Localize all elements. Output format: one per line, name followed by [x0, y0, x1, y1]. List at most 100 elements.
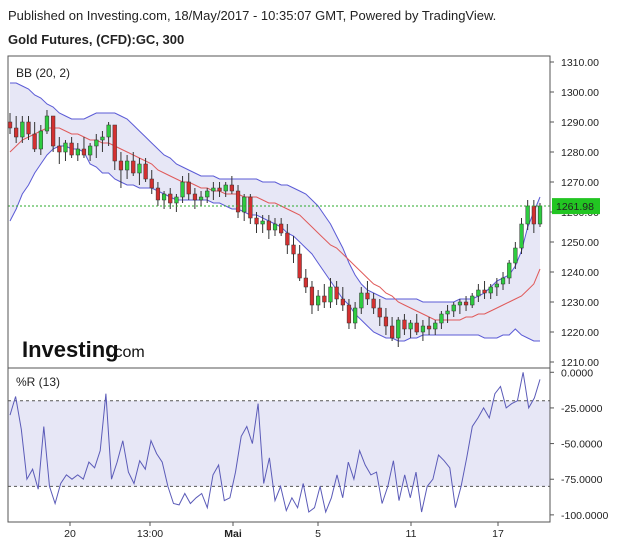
- candle-body: [451, 304, 456, 312]
- candle: [291, 236, 296, 263]
- x-tick-label: 17: [492, 528, 504, 540]
- candle: [390, 317, 395, 341]
- candle: [186, 173, 191, 200]
- candle-body: [186, 181, 191, 195]
- candle-body: [242, 196, 247, 213]
- x-tick-label: Mai: [224, 528, 242, 540]
- logo-suffix: .com: [110, 344, 145, 361]
- candle: [32, 122, 37, 152]
- candle-body: [476, 289, 481, 297]
- price-tick-label: 1220.00: [561, 327, 599, 339]
- candle-body: [463, 301, 469, 306]
- candle: [525, 200, 530, 230]
- candle: [420, 320, 426, 341]
- candle: [470, 293, 475, 308]
- candle-body: [211, 187, 216, 192]
- candle-body: [254, 217, 259, 225]
- candle: [519, 218, 524, 254]
- candle-body: [7, 121, 13, 129]
- candle-body: [118, 160, 124, 171]
- candle: [63, 140, 68, 161]
- candle: [131, 152, 136, 176]
- candle-body: [248, 196, 253, 219]
- candle-body: [223, 184, 228, 192]
- candle: [272, 218, 278, 236]
- published-caption: Published on Investing.com, 18/May/2017 …: [8, 8, 497, 23]
- candle-body: [168, 193, 173, 204]
- candle: [402, 314, 407, 335]
- candle-body: [322, 295, 327, 303]
- candle: [100, 131, 105, 152]
- x-tick-label: 13:00: [137, 528, 163, 540]
- candle-body: [408, 322, 413, 330]
- candle: [463, 296, 469, 311]
- x-tick-label: 11: [406, 528, 417, 540]
- price-tick-label: 1210.00: [561, 357, 599, 369]
- candle: [51, 115, 56, 152]
- candle-body: [537, 205, 543, 225]
- price-tick-label: 1310.00: [561, 57, 599, 69]
- price-tick-label: 1270.00: [561, 177, 599, 189]
- candle-body: [57, 145, 62, 153]
- candle: [223, 182, 228, 197]
- candle: [57, 137, 62, 164]
- candle: [359, 287, 364, 314]
- candle-body: [51, 115, 56, 147]
- price-tick-label: 1300.00: [561, 87, 599, 99]
- candle-body: [81, 148, 87, 156]
- candle-body: [235, 190, 241, 213]
- wr-tick-label: -100.0000: [561, 510, 608, 522]
- candle: [81, 137, 87, 158]
- candle-body: [507, 262, 512, 279]
- investing-logo: Investing .com: [22, 337, 145, 362]
- wr-range-fill: [8, 400, 550, 487]
- candle-body: [149, 178, 154, 189]
- candle: [211, 182, 216, 200]
- candle-body: [309, 286, 315, 306]
- candle-body: [63, 142, 68, 153]
- candle-body: [433, 322, 438, 330]
- candle-body: [390, 325, 395, 339]
- chart-frame: [7, 55, 551, 523]
- candle: [488, 284, 493, 299]
- candle: [174, 194, 179, 212]
- candle-body: [500, 277, 506, 285]
- candle: [346, 299, 352, 329]
- candle-body: [143, 163, 148, 180]
- candle: [242, 194, 247, 221]
- candle: [192, 188, 198, 209]
- candle-body: [26, 121, 31, 135]
- candle: [353, 302, 358, 329]
- wr-tick-label: -25.0000: [561, 403, 603, 415]
- x-tick-label: 5: [315, 528, 321, 540]
- wr-indicator-label: %R (13): [16, 375, 60, 389]
- wr-tick-label: -50.0000: [561, 439, 603, 451]
- candle: [180, 176, 185, 203]
- candle: [75, 143, 80, 161]
- wr-tick-label: -75.0000: [561, 474, 603, 486]
- candle: [137, 158, 142, 185]
- wr-tick-label: 0.0000: [561, 367, 593, 379]
- candle: [125, 155, 130, 179]
- candle: [507, 260, 512, 284]
- candle-body: [229, 184, 234, 192]
- candle: [44, 110, 50, 134]
- candle-body: [20, 121, 25, 138]
- candle-body: [439, 313, 444, 324]
- candle-body: [383, 316, 389, 327]
- candle-body: [297, 253, 302, 279]
- candle-body: [174, 196, 179, 204]
- candle-body: [414, 322, 419, 333]
- price-tick-label: 1230.00: [561, 297, 599, 309]
- candle-body: [217, 187, 222, 192]
- candle: [377, 299, 382, 326]
- candle-body: [14, 127, 19, 138]
- candle-body: [161, 193, 167, 201]
- candle-body: [69, 142, 74, 156]
- candle: [235, 185, 241, 218]
- candle-body: [198, 196, 204, 201]
- candle: [94, 134, 99, 158]
- x-tick-label: 20: [64, 528, 76, 540]
- price-tick-label: 1250.00: [561, 237, 599, 249]
